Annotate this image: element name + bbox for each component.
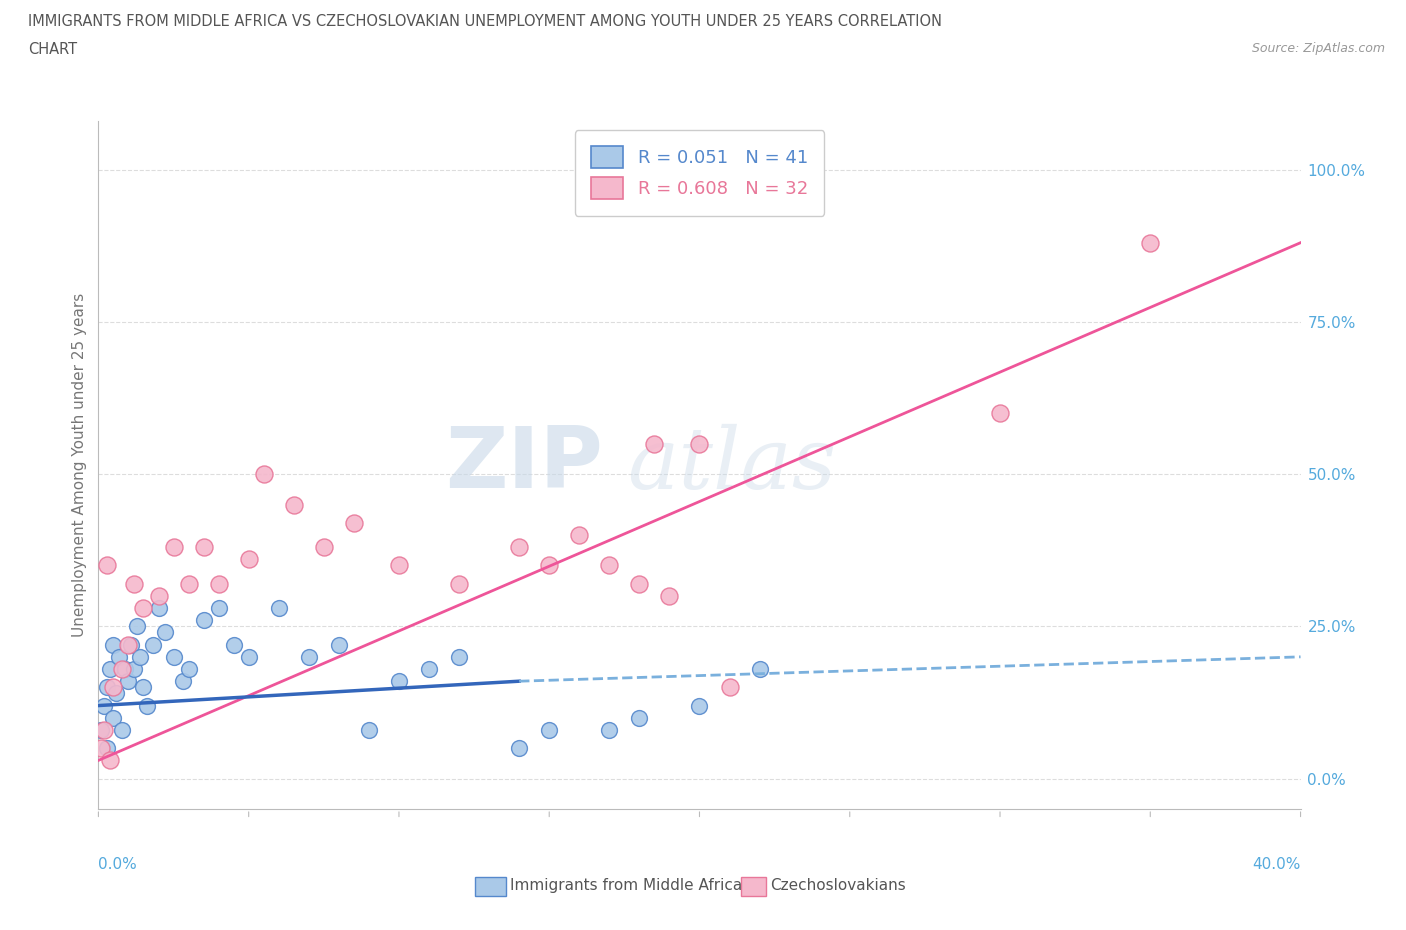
Point bbox=[312, 539, 335, 554]
Text: Source: ZipAtlas.com: Source: ZipAtlas.com bbox=[1251, 42, 1385, 55]
Point bbox=[283, 498, 305, 512]
Point bbox=[105, 686, 128, 701]
Point bbox=[148, 601, 170, 616]
Point bbox=[90, 741, 112, 756]
Text: 40.0%: 40.0% bbox=[1253, 857, 1301, 872]
Point bbox=[267, 601, 290, 616]
Point bbox=[100, 661, 122, 676]
Point bbox=[388, 673, 411, 688]
Point bbox=[447, 649, 470, 664]
Point bbox=[508, 539, 530, 554]
Point bbox=[124, 577, 146, 591]
Text: 0.0%: 0.0% bbox=[98, 857, 138, 872]
Point bbox=[124, 661, 146, 676]
Point bbox=[628, 577, 651, 591]
Point bbox=[193, 613, 215, 628]
Point bbox=[418, 661, 440, 676]
Text: CHART: CHART bbox=[28, 42, 77, 57]
Point bbox=[508, 741, 530, 756]
Text: IMMIGRANTS FROM MIDDLE AFRICA VS CZECHOSLOVAKIAN UNEMPLOYMENT AMONG YOUTH UNDER : IMMIGRANTS FROM MIDDLE AFRICA VS CZECHOS… bbox=[28, 14, 942, 29]
Text: ZIP: ZIP bbox=[446, 423, 603, 507]
Point bbox=[643, 436, 665, 451]
Point bbox=[127, 619, 149, 634]
Point bbox=[172, 673, 194, 688]
Point bbox=[96, 680, 118, 695]
Text: Immigrants from Middle Africa: Immigrants from Middle Africa bbox=[510, 878, 742, 893]
Point bbox=[689, 436, 711, 451]
Point bbox=[208, 577, 231, 591]
Point bbox=[93, 698, 115, 713]
Point bbox=[1139, 235, 1161, 250]
Legend: R = 0.051   N = 41, R = 0.608   N = 32: R = 0.051 N = 41, R = 0.608 N = 32 bbox=[575, 130, 824, 216]
Point bbox=[129, 649, 152, 664]
Point bbox=[135, 698, 157, 713]
Point bbox=[208, 601, 231, 616]
Point bbox=[538, 558, 561, 573]
Point bbox=[388, 558, 411, 573]
Point bbox=[132, 680, 155, 695]
Point bbox=[111, 661, 134, 676]
Point bbox=[111, 723, 134, 737]
Point bbox=[343, 515, 366, 530]
Point bbox=[103, 680, 125, 695]
Point bbox=[100, 753, 122, 768]
Point bbox=[96, 741, 118, 756]
Point bbox=[222, 637, 245, 652]
Point bbox=[153, 625, 176, 640]
Point bbox=[748, 661, 770, 676]
Point bbox=[253, 467, 276, 482]
Point bbox=[96, 558, 118, 573]
Point bbox=[357, 723, 380, 737]
Point bbox=[598, 723, 620, 737]
Point bbox=[121, 637, 143, 652]
Point bbox=[132, 601, 155, 616]
Point bbox=[117, 637, 139, 652]
Point bbox=[90, 723, 112, 737]
Point bbox=[238, 649, 260, 664]
Point bbox=[538, 723, 561, 737]
Text: atlas: atlas bbox=[627, 424, 837, 506]
Point bbox=[177, 577, 200, 591]
Point bbox=[162, 539, 184, 554]
Point bbox=[298, 649, 321, 664]
Y-axis label: Unemployment Among Youth under 25 years: Unemployment Among Youth under 25 years bbox=[72, 293, 87, 637]
Point bbox=[658, 589, 681, 604]
Point bbox=[117, 673, 139, 688]
Point bbox=[93, 723, 115, 737]
Point bbox=[177, 661, 200, 676]
Point bbox=[238, 552, 260, 567]
Point bbox=[141, 637, 163, 652]
Point bbox=[598, 558, 620, 573]
Point bbox=[718, 680, 741, 695]
Point bbox=[988, 405, 1011, 420]
Point bbox=[103, 637, 125, 652]
Point bbox=[108, 649, 131, 664]
Point bbox=[162, 649, 184, 664]
Point bbox=[103, 711, 125, 725]
Point bbox=[447, 577, 470, 591]
Point bbox=[328, 637, 350, 652]
Point bbox=[628, 711, 651, 725]
Point bbox=[114, 661, 136, 676]
Text: Czechoslovakians: Czechoslovakians bbox=[770, 878, 907, 893]
Point bbox=[148, 589, 170, 604]
Point bbox=[193, 539, 215, 554]
Point bbox=[689, 698, 711, 713]
Point bbox=[568, 527, 591, 542]
